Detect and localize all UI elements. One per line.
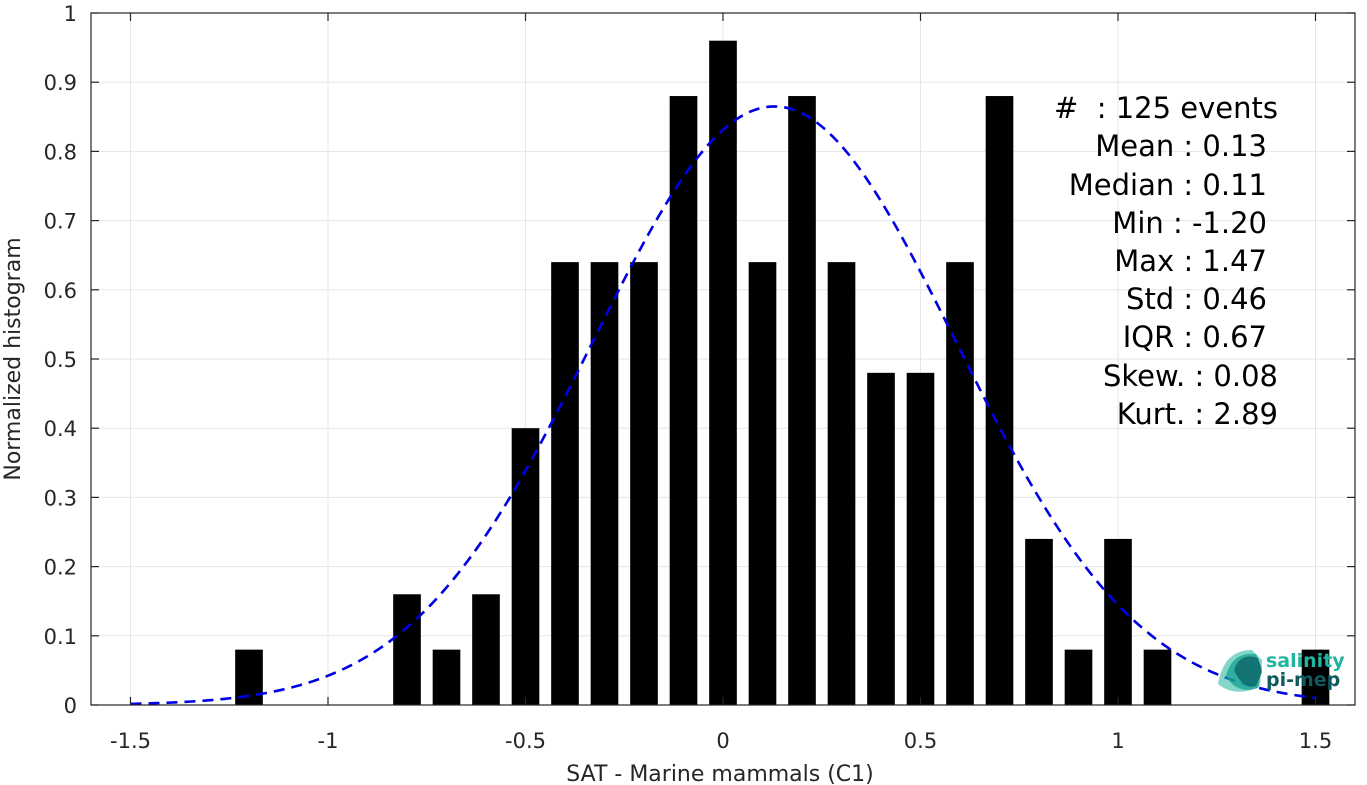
x-tick-label-4: 0.5 (904, 729, 937, 753)
y-tick-label-8: 0.8 (44, 140, 77, 164)
stats-count: # : 125 events (1054, 91, 1278, 125)
stats-iqr: IQR : 0.67 (1123, 320, 1267, 354)
x-tick-label-2: -0.5 (505, 729, 546, 753)
y-tick-labels: 0 0.1 0.2 0.3 0.4 0.5 0.6 0.7 0.8 0.9 1 (44, 2, 77, 718)
stats-std: Std : 0.46 (1126, 282, 1267, 316)
histogram-bar-15 (946, 262, 974, 705)
y-tick-label-3: 0.3 (44, 486, 77, 510)
histogram-bar-18 (1064, 649, 1093, 705)
x-axis-label: SAT - Marine mammals (C1) (566, 762, 874, 785)
histogram-bar-2 (432, 649, 461, 705)
y-tick-label-2: 0.2 (44, 556, 77, 580)
logo-text-pimep: pi-mep (1266, 669, 1340, 691)
stats-min: Min : -1.20 (1112, 206, 1267, 240)
x-tick-labels: -1.5 -1 -0.5 0 0.5 1 1.5 (110, 729, 1332, 753)
histogram-bar-13 (867, 372, 895, 705)
histogram-bar-19 (1104, 538, 1132, 705)
histogram-bar-21 (1301, 649, 1330, 705)
histogram-bar-20 (1143, 649, 1172, 705)
y-axis-label: Normalized histogram (1, 237, 26, 480)
stats-median: Median : 0.11 (1069, 168, 1267, 202)
histogram-bar-12 (827, 262, 856, 705)
histogram-bar-8 (669, 96, 698, 706)
stats-mean: Mean : 0.13 (1095, 129, 1267, 163)
histogram-bar-17 (1025, 538, 1053, 705)
logo-mark-icon (1218, 650, 1262, 692)
histogram-bar-6 (590, 262, 619, 705)
y-tick-label-6: 0.6 (44, 279, 77, 303)
histogram-bar-5 (551, 262, 579, 705)
y-tick-label-4: 0.4 (44, 417, 77, 441)
histogram-bar-3 (472, 594, 500, 705)
y-tick-label-10: 1 (64, 2, 77, 26)
stats-skew: Skew. : 0.08 (1103, 359, 1278, 393)
y-tick-label-9: 0.9 (44, 71, 77, 95)
stats-max: Max : 1.47 (1114, 244, 1267, 278)
axis-ticks (91, 12, 1355, 706)
logo-text-salinity: salinity (1266, 650, 1345, 672)
y-tick-label-0: 0 (64, 694, 77, 718)
histogram-bar-4 (511, 428, 540, 705)
normal-fit-curve (130, 105, 1316, 706)
stats-kurt: Kurt. : 2.89 (1117, 397, 1278, 431)
stats-box: # : 125 events Mean : 0.13 Median : 0.11… (1054, 91, 1278, 431)
y-tick-label-5: 0.5 (44, 348, 77, 372)
histogram-bar-11 (788, 96, 816, 706)
x-tick-label-0: -1.5 (110, 729, 151, 753)
x-tick-label-5: 1 (1111, 729, 1124, 753)
histogram-bars (235, 40, 1330, 706)
histogram-bar-7 (630, 262, 658, 705)
histogram-bar-16 (985, 96, 1014, 706)
salinity-pimep-logo: salinity pi-mep (1218, 650, 1345, 692)
y-tick-label-1: 0.1 (44, 625, 77, 649)
histogram-bar-9 (709, 40, 737, 706)
x-tick-label-3: 0 (716, 729, 729, 753)
x-tick-label-6: 1.5 (1299, 729, 1332, 753)
histogram-bar-14 (906, 372, 935, 705)
x-tick-label-1: -1 (318, 729, 339, 753)
y-tick-label-7: 0.7 (44, 210, 77, 234)
histogram-bar-10 (748, 262, 777, 705)
histogram-bar-1 (393, 594, 421, 705)
